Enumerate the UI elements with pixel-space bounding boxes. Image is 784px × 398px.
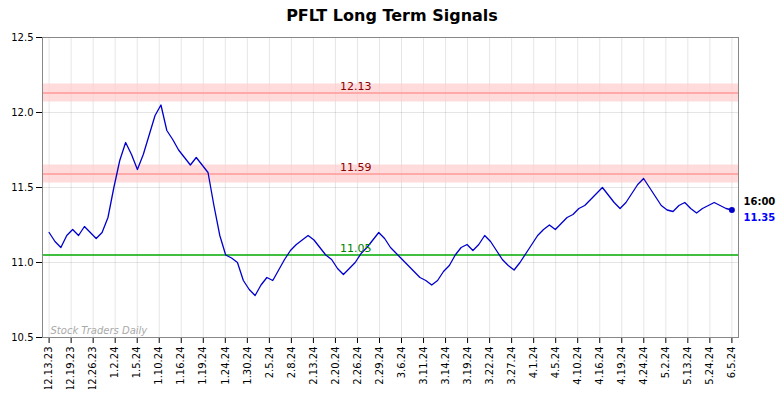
svg-text:3.11.24: 3.11.24 (418, 347, 429, 385)
svg-text:2.13.24: 2.13.24 (308, 347, 319, 385)
svg-text:1.19.24: 1.19.24 (197, 347, 208, 385)
svg-text:12.0: 12.0 (11, 107, 33, 118)
svg-text:3.27.24: 3.27.24 (506, 347, 517, 385)
svg-text:12.13.23: 12.13.23 (43, 347, 54, 390)
svg-text:11.05: 11.05 (340, 242, 372, 255)
svg-text:4.16.24: 4.16.24 (594, 347, 605, 385)
svg-text:16:00: 16:00 (744, 196, 776, 207)
svg-text:11.59: 11.59 (340, 161, 372, 174)
svg-text:1.10.24: 1.10.24 (153, 347, 164, 385)
svg-text:12.19.23: 12.19.23 (65, 347, 76, 390)
svg-text:2.20.24: 2.20.24 (330, 347, 341, 385)
svg-text:4.1.24: 4.1.24 (528, 347, 539, 379)
svg-text:11.35: 11.35 (744, 212, 776, 223)
svg-text:4.10.24: 4.10.24 (572, 347, 583, 385)
svg-text:2.8.24: 2.8.24 (286, 347, 297, 379)
svg-text:Stock Traders Daily: Stock Traders Daily (51, 325, 149, 336)
svg-text:4.19.24: 4.19.24 (616, 347, 627, 385)
svg-text:5.13.24: 5.13.24 (682, 347, 693, 385)
svg-text:1.30.24: 1.30.24 (242, 347, 253, 385)
html-text:PFLT Long Term Signals: PFLT Long Term Signals (286, 6, 498, 25)
svg-text:3.14.24: 3.14.24 (440, 347, 451, 385)
svg-text:11.5: 11.5 (11, 182, 33, 193)
svg-text:11.0: 11.0 (11, 257, 33, 268)
svg-text:2.26.24: 2.26.24 (352, 347, 363, 385)
svg-text:5.2.24: 5.2.24 (660, 347, 671, 379)
svg-text:4.24.24: 4.24.24 (638, 347, 649, 385)
svg-text:12.13: 12.13 (340, 80, 372, 93)
svg-text:10.5: 10.5 (11, 332, 33, 343)
svg-text:2.29.24: 2.29.24 (374, 347, 385, 385)
svg-text:1.24.24: 1.24.24 (220, 347, 231, 385)
svg-text:1.2.24: 1.2.24 (109, 347, 120, 379)
svg-text:3.6.24: 3.6.24 (396, 347, 407, 379)
svg-text:1.16.24: 1.16.24 (175, 347, 186, 385)
svg-text:12.26.23: 12.26.23 (87, 347, 98, 390)
svg-text:3.19.24: 3.19.24 (462, 347, 473, 385)
svg-text:1.5.24: 1.5.24 (131, 347, 142, 379)
svg-text:5.24.24: 5.24.24 (704, 347, 715, 385)
svg-text:6.5.24: 6.5.24 (726, 347, 737, 379)
svg-text:3.22.24: 3.22.24 (484, 347, 495, 385)
svg-text:4.5.24: 4.5.24 (550, 347, 561, 379)
svg-text:12.5: 12.5 (11, 32, 33, 43)
svg-text:2.5.24: 2.5.24 (264, 347, 275, 379)
